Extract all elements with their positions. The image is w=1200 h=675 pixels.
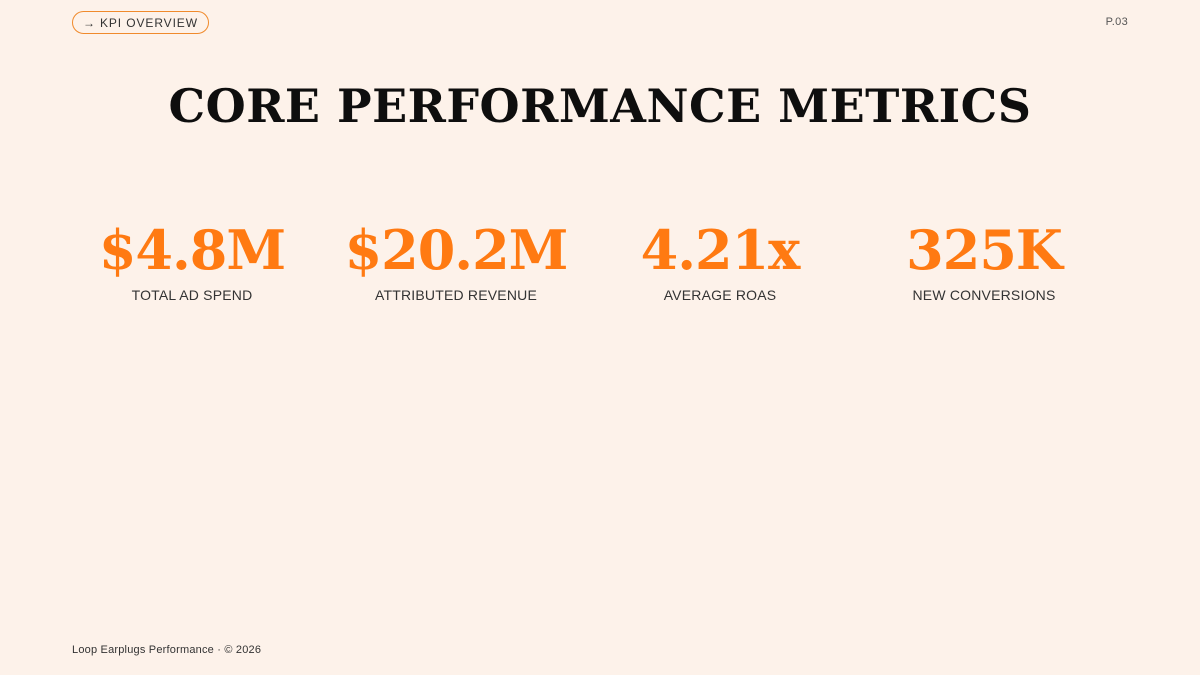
- kpi-value: 4.21x: [640, 218, 801, 282]
- arrow-right-icon: →: [83, 15, 95, 30]
- kpi-card-total-ad-spend: $4.8M TOTAL AD SPEND: [62, 215, 322, 303]
- kpi-label: TOTAL AD SPEND: [131, 287, 253, 303]
- kpi-card-attributed-revenue: $20.2M ATTRIBUTED REVENUE: [326, 215, 586, 303]
- page-number: P.03: [1105, 16, 1128, 28]
- page-title: CORE PERFORMANCE METRICS: [168, 79, 1032, 133]
- footer-text: Loop Earplugs Performance · © 2026: [72, 644, 262, 656]
- section-tag: → KPI OVERVIEW: [72, 11, 209, 34]
- kpi-value: $20.2M: [344, 218, 569, 282]
- kpi-label: NEW CONVERSIONS: [912, 287, 1056, 303]
- kpi-card-new-conversions: 325K NEW CONVERSIONS: [854, 215, 1114, 303]
- section-tag-label: KPI OVERVIEW: [100, 15, 198, 30]
- kpi-label: ATTRIBUTED REVENUE: [374, 287, 538, 303]
- kpi-value: $4.8M: [98, 218, 286, 282]
- kpi-value: 325K: [906, 218, 1063, 282]
- kpi-card-average-roas: 4.21x AVERAGE ROAS: [590, 215, 850, 303]
- kpi-label: AVERAGE ROAS: [663, 287, 777, 303]
